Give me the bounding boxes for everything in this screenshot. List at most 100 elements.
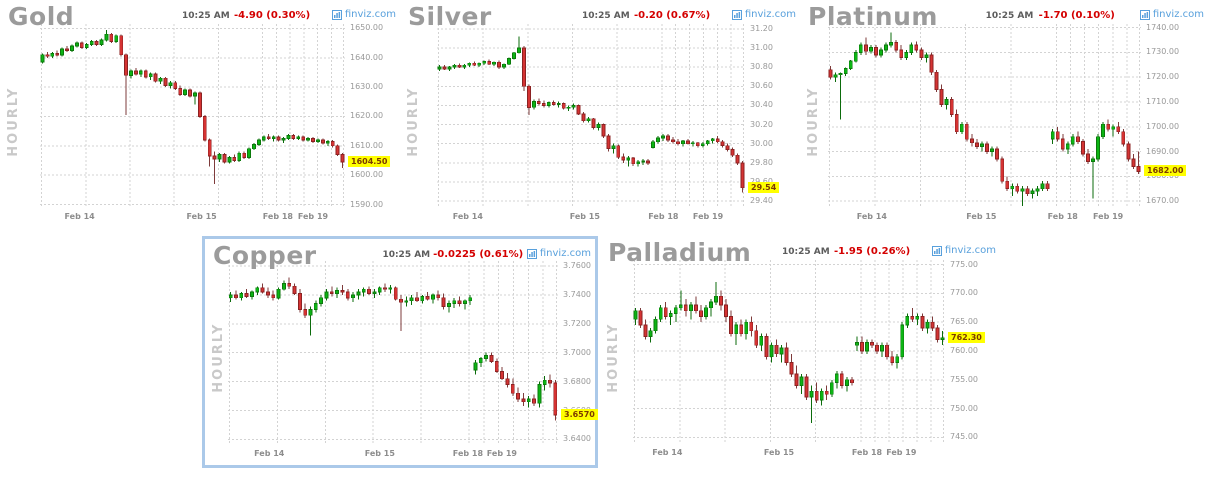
y-tick-label: 30.00 bbox=[750, 138, 773, 148]
y-tick-label: 1640.00 bbox=[350, 52, 384, 62]
y-tick-label: 1620.00 bbox=[350, 111, 384, 121]
y-tick-label: 30.60 bbox=[750, 81, 773, 91]
chart-title: Silver bbox=[408, 2, 492, 31]
gridlines bbox=[828, 24, 1141, 206]
y-tick-label: 765.00 bbox=[950, 317, 978, 327]
y-tick-label: 3.6400 bbox=[563, 434, 591, 444]
candles bbox=[437, 36, 745, 193]
y-tick-label: 30.80 bbox=[750, 62, 773, 72]
y-tick-label: 1670.00 bbox=[1146, 196, 1180, 206]
x-tick-label: Feb 15 bbox=[763, 448, 795, 457]
y-tick-label: 1700.00 bbox=[1146, 121, 1180, 131]
finviz-logo-icon bbox=[331, 9, 342, 20]
y-tick-label: 1630.00 bbox=[350, 82, 384, 92]
last-price-badge: 762.30 bbox=[948, 331, 985, 343]
x-tick-label: Feb 18 bbox=[851, 448, 883, 457]
candlestick-plot-svg bbox=[228, 261, 558, 443]
chart-timestamp: 10:25 AM bbox=[182, 11, 230, 21]
last-price-badge: 3.6570 bbox=[561, 408, 598, 420]
x-tick-label: Feb 15 bbox=[569, 212, 600, 221]
x-tick-label: Feb 19 bbox=[297, 212, 329, 221]
chart-timestamp: 10:25 AM bbox=[985, 11, 1034, 21]
y-tick-label: 3.7600 bbox=[563, 261, 591, 271]
candlestick-plot-svg bbox=[40, 24, 345, 206]
chart-block[interactable]: Copper 10:25 AM -0.0225 (0.61%) finviz.c… bbox=[202, 236, 598, 468]
candles bbox=[828, 32, 1141, 206]
x-tick-label: Feb 14 bbox=[452, 212, 483, 221]
finviz-link[interactable]: finviz.com bbox=[931, 245, 996, 256]
chart-title: Palladium bbox=[608, 238, 752, 267]
last-price-badge: 1682.00 bbox=[1144, 165, 1187, 177]
chart-block[interactable]: Silver 10:25 AM -0.20 (0.67%) finviz.com… bbox=[400, 0, 800, 232]
finviz-link-label: finviz.com bbox=[744, 9, 796, 20]
chart-block[interactable]: Platinum 10:25 AM -1.70 (0.10%) finviz.c… bbox=[800, 0, 1208, 232]
chart-change-value: -0.0225 (0.61%) bbox=[433, 249, 524, 260]
x-tick-label: Feb 14 bbox=[254, 449, 285, 458]
y-tick-label: 755.00 bbox=[950, 374, 978, 384]
x-tick-label: Feb 19 bbox=[886, 448, 917, 457]
chart-timestamp: 10:25 AM bbox=[782, 247, 830, 257]
x-tick-label: Feb 19 bbox=[486, 449, 517, 458]
chart-title: Copper bbox=[213, 241, 317, 270]
y-tick-label: 775.00 bbox=[950, 259, 978, 269]
y-tick-label: 1740.00 bbox=[1146, 22, 1180, 32]
y-tick-label: 770.00 bbox=[950, 288, 978, 298]
x-tick-label: Feb 18 bbox=[648, 212, 679, 221]
chart-change-value: -1.95 (0.26%) bbox=[834, 246, 911, 257]
y-tick-label: 3.7200 bbox=[563, 318, 591, 328]
y-tick-label: 1600.00 bbox=[350, 170, 384, 180]
finviz-logo-icon bbox=[731, 9, 742, 20]
y-tick-label: 1710.00 bbox=[1146, 97, 1180, 106]
finviz-link-label: finviz.com bbox=[344, 9, 396, 20]
y-tick-label: 1690.00 bbox=[1146, 146, 1180, 156]
y-tick-label: 29.80 bbox=[750, 157, 773, 167]
y-tick-label: 750.00 bbox=[950, 403, 978, 413]
y-tick-label: 29.60 bbox=[750, 177, 773, 186]
finviz-logo-icon bbox=[931, 245, 942, 256]
x-tick-label: Feb 15 bbox=[364, 449, 395, 458]
chart-block[interactable]: Gold 10:25 AM -4.90 (0.30%) finviz.com H… bbox=[0, 0, 400, 232]
candles bbox=[40, 29, 345, 184]
last-price-badge: 1604.50 bbox=[348, 155, 391, 167]
y-tick-label: 3.7400 bbox=[563, 289, 591, 299]
y-tick-label: 30.40 bbox=[750, 100, 773, 110]
y-tick-label: 1650.00 bbox=[350, 23, 384, 33]
y-tick-label: 31.20 bbox=[750, 23, 773, 33]
chart-title: Platinum bbox=[808, 2, 938, 31]
x-tick-label: Feb 18 bbox=[1047, 212, 1078, 221]
y-tick-label: 3.7000 bbox=[563, 347, 591, 357]
chart-change-value: -4.90 (0.30%) bbox=[234, 10, 311, 21]
finviz-link[interactable]: finviz.com bbox=[1139, 9, 1204, 20]
finviz-logo-icon bbox=[526, 248, 537, 259]
x-tick-label: Feb 15 bbox=[966, 212, 997, 221]
x-tick-label: Feb 19 bbox=[1093, 212, 1124, 221]
candlestick-plot-svg bbox=[828, 24, 1141, 206]
chart-timestamp: 10:25 AM bbox=[382, 250, 431, 260]
x-tick-label: Feb 14 bbox=[64, 212, 95, 221]
x-tick-label: Feb 19 bbox=[692, 212, 724, 221]
candlestick-plot-svg bbox=[437, 24, 745, 206]
finviz-link[interactable]: finviz.com bbox=[526, 248, 591, 259]
y-tick-label: 1720.00 bbox=[1146, 72, 1180, 82]
y-tick-label: 1730.00 bbox=[1146, 47, 1180, 57]
gridlines bbox=[40, 24, 345, 206]
x-tick-label: Feb 14 bbox=[652, 448, 683, 457]
finviz-link-label: finviz.com bbox=[539, 248, 591, 259]
last-price-badge: 29.54 bbox=[748, 181, 780, 193]
chart-block[interactable]: Palladium 10:25 AM -1.95 (0.26%) finviz.… bbox=[600, 236, 1000, 468]
finviz-link[interactable]: finviz.com bbox=[331, 9, 396, 20]
candlestick-plot-svg bbox=[633, 260, 945, 442]
x-tick-label: Feb 15 bbox=[186, 212, 217, 221]
y-tick-label: 29.40 bbox=[750, 196, 773, 206]
chart-change-value: -0.20 (0.67%) bbox=[634, 10, 711, 21]
y-tick-label: 31.00 bbox=[750, 42, 773, 52]
finviz-logo-icon bbox=[1139, 9, 1150, 20]
y-tick-label: 30.20 bbox=[750, 119, 773, 129]
chart-timestamp: 10:25 AM bbox=[582, 11, 630, 21]
finviz-link[interactable]: finviz.com bbox=[731, 9, 796, 20]
y-tick-label: 1590.00 bbox=[350, 199, 384, 209]
y-tick-label: 1610.00 bbox=[350, 140, 384, 150]
x-tick-label: Feb 18 bbox=[452, 449, 484, 458]
candles bbox=[633, 281, 945, 423]
